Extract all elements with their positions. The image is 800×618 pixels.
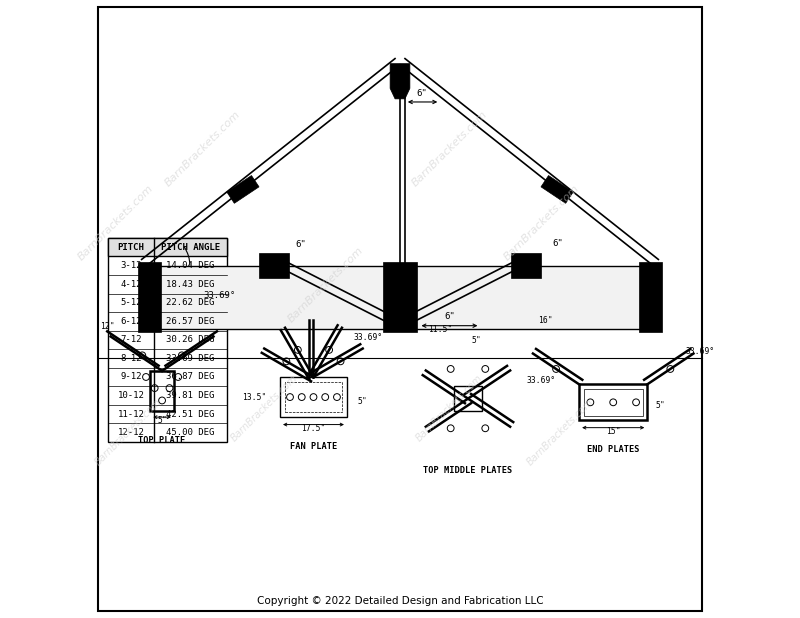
Text: 11-12: 11-12 bbox=[118, 410, 144, 418]
Text: TOP MIDDLE PLATES: TOP MIDDLE PLATES bbox=[423, 466, 513, 475]
Polygon shape bbox=[390, 64, 410, 99]
Text: 12": 12" bbox=[100, 322, 115, 331]
Bar bbox=[583, 389, 643, 416]
Text: 13.5": 13.5" bbox=[242, 392, 266, 402]
Polygon shape bbox=[382, 262, 418, 332]
Bar bbox=[285, 382, 342, 412]
Bar bbox=[108, 238, 227, 256]
Text: 33.69 DEG: 33.69 DEG bbox=[166, 354, 214, 363]
Text: 33.69°: 33.69° bbox=[686, 347, 714, 356]
Text: 10-12: 10-12 bbox=[118, 391, 144, 400]
Polygon shape bbox=[541, 176, 574, 203]
Text: 42.51 DEG: 42.51 DEG bbox=[166, 410, 214, 418]
Text: 45.00 DEG: 45.00 DEG bbox=[166, 428, 214, 437]
Text: PITCH ANGLE: PITCH ANGLE bbox=[161, 243, 220, 252]
Text: BarnBrackets.com: BarnBrackets.com bbox=[229, 373, 299, 443]
Bar bbox=[579, 384, 647, 420]
Text: 6": 6" bbox=[552, 239, 563, 248]
Text: 5": 5" bbox=[358, 397, 368, 405]
Text: PITCH: PITCH bbox=[118, 243, 144, 252]
Text: 5": 5" bbox=[157, 417, 167, 425]
Text: 17.5": 17.5" bbox=[302, 424, 326, 433]
Text: BarnBrackets.com: BarnBrackets.com bbox=[526, 397, 596, 468]
Bar bbox=[280, 377, 347, 417]
Text: 14.04 DEG: 14.04 DEG bbox=[166, 261, 214, 270]
Text: 5": 5" bbox=[656, 402, 666, 410]
Text: 11.5": 11.5" bbox=[428, 326, 452, 334]
Text: 18.43 DEG: 18.43 DEG bbox=[166, 280, 214, 289]
Text: 6": 6" bbox=[444, 312, 455, 321]
Text: BarnBrackets.com: BarnBrackets.com bbox=[286, 245, 366, 324]
Text: 16": 16" bbox=[538, 316, 553, 324]
Text: 6-12: 6-12 bbox=[120, 317, 142, 326]
Polygon shape bbox=[638, 262, 662, 332]
Text: BarnBrackets.com: BarnBrackets.com bbox=[414, 373, 485, 443]
Text: 15": 15" bbox=[606, 427, 621, 436]
Text: 26.57 DEG: 26.57 DEG bbox=[166, 317, 214, 326]
Text: 3-12: 3-12 bbox=[120, 261, 142, 270]
Text: 39.81 DEG: 39.81 DEG bbox=[166, 391, 214, 400]
Text: TOP PLATE: TOP PLATE bbox=[138, 436, 186, 445]
Text: 4-12: 4-12 bbox=[120, 280, 142, 289]
Polygon shape bbox=[138, 262, 162, 332]
Bar bbox=[108, 238, 227, 256]
Text: BarnBrackets.com: BarnBrackets.com bbox=[76, 183, 155, 262]
Bar bbox=[108, 238, 227, 442]
Text: 5-12: 5-12 bbox=[120, 298, 142, 307]
Text: 9-12: 9-12 bbox=[120, 373, 142, 381]
Polygon shape bbox=[259, 253, 289, 278]
Text: 30.26 DEG: 30.26 DEG bbox=[166, 336, 214, 344]
Text: 22.62 DEG: 22.62 DEG bbox=[166, 298, 214, 307]
Text: 33.69°: 33.69° bbox=[353, 333, 382, 342]
Text: END PLATES: END PLATES bbox=[587, 446, 639, 454]
Text: BarnBrackets.com: BarnBrackets.com bbox=[93, 397, 163, 468]
Text: BarnBrackets.com: BarnBrackets.com bbox=[502, 183, 582, 262]
Text: 33.69°: 33.69° bbox=[203, 291, 236, 300]
Text: 5": 5" bbox=[471, 336, 481, 345]
Text: BarnBrackets.com: BarnBrackets.com bbox=[410, 109, 489, 188]
Bar bbox=[150, 371, 174, 411]
Text: 8-12: 8-12 bbox=[120, 354, 142, 363]
Text: 33.69°: 33.69° bbox=[526, 376, 555, 385]
Polygon shape bbox=[511, 253, 541, 278]
Text: Copyright © 2022 Detailed Design and Fabrication LLC: Copyright © 2022 Detailed Design and Fab… bbox=[257, 596, 543, 606]
Text: 6": 6" bbox=[296, 240, 306, 249]
Text: 12-12: 12-12 bbox=[118, 428, 144, 437]
Bar bbox=[146, 266, 654, 329]
Bar bbox=[454, 386, 482, 411]
Polygon shape bbox=[226, 176, 259, 203]
Text: FAN PLATE: FAN PLATE bbox=[290, 442, 337, 451]
Text: 36.87 DEG: 36.87 DEG bbox=[166, 373, 214, 381]
Text: BarnBrackets.com: BarnBrackets.com bbox=[162, 109, 242, 188]
Text: 6": 6" bbox=[417, 89, 428, 98]
Text: 7-12: 7-12 bbox=[120, 336, 142, 344]
